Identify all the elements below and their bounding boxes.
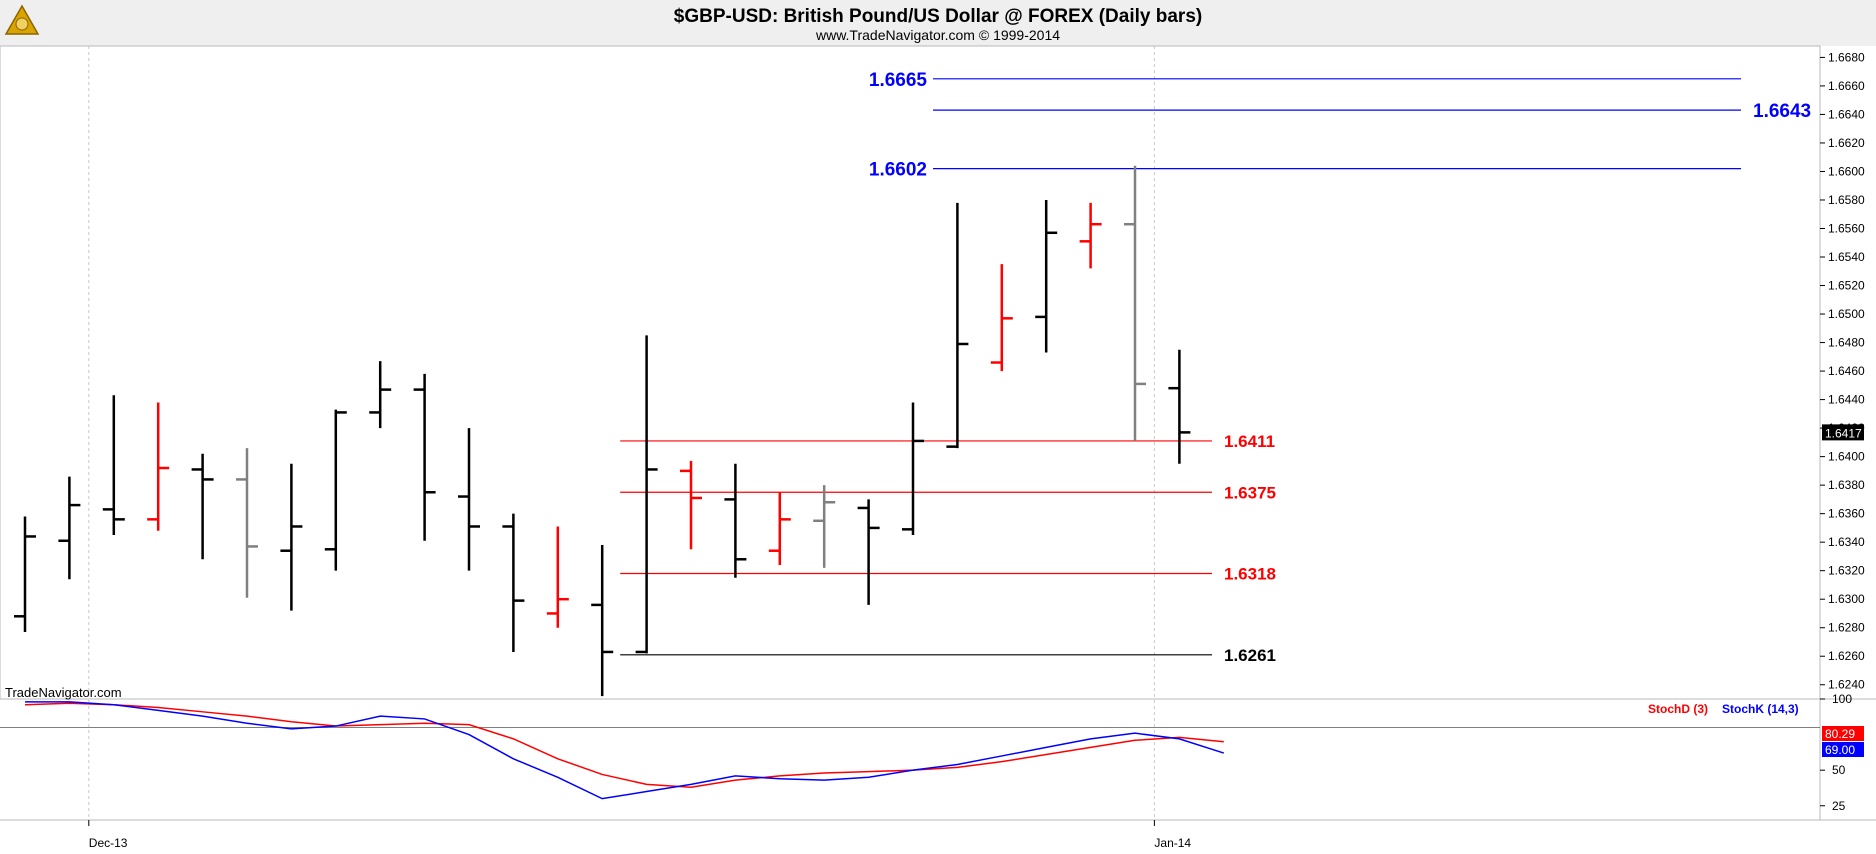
- stoch-tick-label: 50: [1832, 763, 1846, 777]
- ohlc-bar: [502, 513, 525, 652]
- ohlc-bar: [724, 463, 747, 578]
- ohlc-bar: [680, 460, 702, 550]
- trade-navigator-logo-icon: [4, 4, 40, 35]
- price-bars: [14, 165, 1191, 697]
- ohlc-bar: [990, 264, 1013, 372]
- last-price-label: 1.6417: [1825, 426, 1862, 440]
- ohlc-bar: [369, 361, 392, 429]
- chart-title: $GBP-USD: British Pound/US Dollar @ FORE…: [674, 6, 1202, 27]
- ohlc-bar: [236, 448, 258, 598]
- ohlc-bar: [768, 492, 791, 565]
- last-price-box: [1822, 424, 1864, 441]
- ohlc-bar: [1035, 199, 1058, 353]
- price-tick-label: 1.6360: [1828, 507, 1865, 521]
- ohlc-bar: [1124, 165, 1146, 441]
- ohlc-bar: [324, 409, 347, 571]
- ohlc-bar: [635, 335, 658, 654]
- ohlc-bar: [58, 476, 81, 580]
- price-tick-label: 1.6440: [1828, 393, 1865, 407]
- ohlc-bar: [191, 453, 214, 560]
- price-tick-label: 1.6520: [1828, 279, 1865, 293]
- ohlc-bar: [413, 373, 436, 541]
- stoch-last-box: [1822, 742, 1864, 757]
- stoch-series-line: [24, 702, 1224, 789]
- ohlc-bar: [147, 402, 170, 531]
- price-tick-label: 1.6280: [1828, 621, 1865, 635]
- price-axis: 1.6240 1.6260 1.6280 1.6300 1.6320 1.6340 1.63…: [1820, 50, 1865, 692]
- level-label: 1.6643: [1753, 101, 1811, 122]
- price-tick-label: 1.6340: [1828, 535, 1865, 549]
- price-tick-label: 1.6300: [1828, 592, 1865, 606]
- ohlc-bar: [857, 499, 880, 605]
- legend-stoch-k: StochK (14,3): [1722, 702, 1799, 716]
- price-tick-label: 1.6480: [1828, 336, 1865, 350]
- ohlc-bar: [102, 395, 125, 536]
- ohlc-bar: [14, 516, 36, 632]
- price-tick-label: 1.6240: [1828, 678, 1865, 692]
- price-tick-label: 1.6540: [1828, 250, 1865, 264]
- stoch-last-label: 69.00: [1825, 743, 1855, 757]
- last-price-marker: 1.6417: [1822, 424, 1864, 441]
- ohlc-bar: [591, 545, 614, 697]
- date-tick-label: Jan-14: [1154, 836, 1191, 850]
- price-tick-label: 1.6500: [1828, 307, 1865, 321]
- price-tick-label: 1.6560: [1828, 221, 1865, 235]
- ohlc-bar: [546, 526, 569, 628]
- date-axis: Dec-13 Jan-14: [88, 820, 1191, 850]
- price-tick-label: 1.6600: [1828, 164, 1865, 178]
- stoch-tick-label: 100: [1832, 692, 1852, 706]
- stochastic-legend: StochD (3) StochK (14,3): [1648, 702, 1799, 716]
- ohlc-bar: [946, 202, 969, 449]
- price-tick-label: 1.6380: [1828, 478, 1865, 492]
- stoch-series-line: [25, 701, 1225, 800]
- price-tick-label: 1.6580: [1828, 193, 1865, 207]
- level-label: 1.6318: [1224, 565, 1276, 584]
- gridlines: [88, 46, 1155, 820]
- logo-center: [15, 17, 29, 31]
- stoch-tick-label: 25: [1832, 799, 1846, 813]
- legend-stoch-d: StochD (3): [1648, 702, 1708, 716]
- price-tick-label: 1.6460: [1828, 364, 1865, 378]
- price-tick-label: 1.6680: [1828, 50, 1865, 64]
- chart-subtitle: www.TradeNavigator.com © 1999-2014: [815, 27, 1060, 43]
- date-tick-label: Dec-13: [89, 836, 128, 850]
- price-tick-label: 1.6260: [1828, 649, 1865, 663]
- price-tick-label: 1.6320: [1828, 564, 1865, 578]
- level-label: 1.6602: [869, 160, 927, 181]
- stochastic-panel: 80.29 69.00: [24, 701, 1864, 800]
- level-label: 1.6375: [1224, 483, 1276, 502]
- ohlc-bar: [1168, 349, 1191, 464]
- ohlc-bar: [813, 485, 836, 568]
- watermark: TradeNavigator.com: [5, 685, 122, 700]
- stoch-last-label: 80.29: [1825, 727, 1855, 741]
- header-bar: [0, 0, 1876, 46]
- ohlc-bar: [458, 428, 480, 571]
- level-label: 1.6261: [1224, 646, 1276, 665]
- ohlc-bar: [1079, 202, 1102, 269]
- price-tick-label: 1.6640: [1828, 107, 1865, 121]
- price-tick-label: 1.6400: [1828, 450, 1865, 464]
- level-label: 1.6411: [1224, 432, 1275, 451]
- ohlc-bar: [280, 463, 303, 611]
- stoch-last-box: [1822, 726, 1864, 741]
- level-label: 1.6665: [869, 70, 928, 91]
- price-tick-label: 1.6660: [1828, 79, 1865, 93]
- ohlc-bar: [902, 402, 924, 536]
- price-tick-label: 1.6620: [1828, 136, 1865, 150]
